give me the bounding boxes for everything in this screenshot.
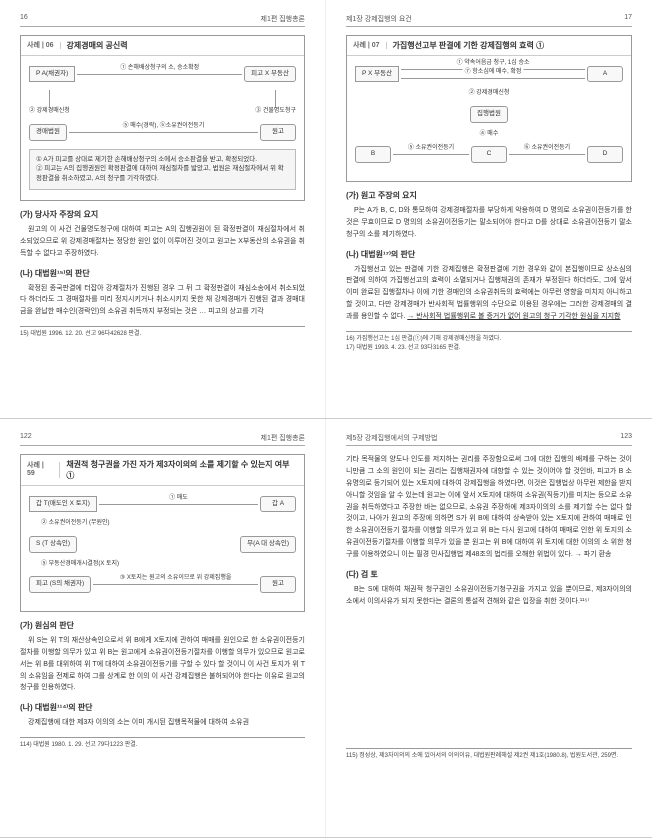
box-b: 갑 A (260, 496, 296, 512)
box-f: 원고 (260, 576, 296, 592)
page-17: 제1장 강제집행의 요건 17 사례 | 07 가집행선고부 판결에 기한 강제… (326, 0, 652, 418)
box-a: 갑 T(매도인 X 토지) (29, 496, 97, 512)
h1: (가) 원심의 판단 (20, 620, 305, 631)
h2: (나) 대법원¹⁵⁾의 판단 (20, 268, 305, 279)
case-title: 사례 | 06 강제경매의 공신력 (21, 36, 304, 56)
chapter: 제5장 강제집행에서의 구제방법 (346, 433, 438, 443)
chapter: 제1편 집행총론 (261, 433, 305, 443)
arrow-4: ④ 매수 (480, 131, 499, 139)
page-header: 제1장 강제집행의 요건 17 (346, 14, 632, 27)
case-num: 사례 | 06 (27, 42, 61, 50)
p1: 원고의 이 사건 건물명도청구에 대하여 피고는 A의 집행권원이 된 확정판결… (20, 224, 305, 260)
arrow-4: ⑤ 매수(경락), ⓑ소유권이전등기 (69, 132, 258, 133)
box-d: 원고 (260, 124, 296, 140)
page-num: 122 (20, 433, 32, 443)
spread-2: 122 제1편 집행총론 사례 | 59 채권적 청구권을 가진 자가 제3자이… (0, 419, 652, 838)
case-box-07: 사례 | 07 가집행선고부 판결에 기한 강제집행의 효력 ① P X 부동산… (346, 35, 632, 182)
arrow-3: ③ 건물명도청구 (255, 108, 296, 116)
box-c: C (471, 146, 507, 162)
chapter: 제1편 집행총론 (261, 14, 305, 24)
page-num: 17 (624, 14, 632, 24)
page-num: 16 (20, 14, 28, 24)
case-box-59: 사례 | 59 채권적 청구권을 가진 자가 제3자이의의 소를 제기할 수 있… (20, 454, 305, 612)
diagram-59: 갑 T(매도인 X 토지) ① 매도 갑 A ② 소유권이전등기 (무원인) S… (21, 486, 304, 611)
p2: 확정된 종국판결에 터잡아 강제절차가 진행된 경우 그 뒤 그 확정판결이 재… (20, 283, 305, 319)
arrow-2: ⑦ 항소심에 매수, 확정 (401, 78, 585, 79)
case-title: 사례 | 59 채권적 청구권을 가진 자가 제3자이의의 소를 제기할 수 있… (21, 455, 304, 486)
box-d: 무(A 대 상속인) (240, 536, 296, 552)
h1: (가) 당사자 주장의 요지 (20, 209, 305, 220)
chapter: 제1장 강제집행의 요건 (346, 14, 412, 24)
note-box: ① A가 피고를 상대로 제기한 손해배상청구의 소에서 승소판결을 받고, 확… (29, 149, 296, 190)
box-b: B (355, 146, 391, 162)
spread-1: 16 제1편 집행총론 사례 | 06 강제경매의 공신력 P A(채권자) ①… (0, 0, 652, 419)
p1: P는 A가 B, C, D와 통모하여 강제경매절차를 부당하게 악용하여 D … (346, 205, 632, 241)
case-box-06: 사례 | 06 강제경매의 공신력 P A(채권자) ① 손해배상청구의 소, … (20, 35, 305, 201)
note-q1: ① A가 피고를 상대로 제기한 손해배상청구의 소에서 승소판결을 받고, 확… (36, 155, 257, 165)
page-16: 16 제1편 집행총론 사례 | 06 강제경매의 공신력 P A(채권자) ①… (0, 0, 326, 418)
box-c: 경매법원 (29, 124, 67, 140)
page-header: 제5장 강제집행에서의 구제방법 123 (346, 433, 632, 446)
diagram-06: P A(채권자) ① 손해배상청구의 소, 승소확정 피고 X 부동산 ② 강제… (21, 56, 304, 200)
case-num: 사례 | 07 (353, 42, 387, 50)
page-header: 122 제1편 집행총론 (20, 433, 305, 446)
box-a: A (587, 66, 623, 82)
footnote: 114) 대법원 1980. 1. 29. 선고 79다1223 판결. (20, 737, 305, 750)
fn1: 16) 가집행선고는 1심 판결(①)에 기해 강제경매신청을 하였다. (346, 335, 632, 344)
p1: 위 S는 위 T의 재산상속인으로서 위 B에게 X토지에 관하여 매매를 원인… (20, 635, 305, 694)
page-122: 122 제1편 집행총론 사례 | 59 채권적 청구권을 가진 자가 제3자이… (0, 419, 326, 837)
arrow-6: ⑥ 소유권이전등기 (509, 154, 585, 155)
note-q2: ② 피고는 A의 집행권원인 확정판결에 대하여 재심절차를 밟았고, 법원은 … (36, 164, 289, 184)
box-court: 집행법원 (470, 106, 508, 122)
arrow-3: ② 강제경매신청 (469, 90, 510, 98)
h1: (가) 원고 주장의 요지 (346, 190, 632, 201)
box-a: P A(채권자) (29, 66, 75, 82)
arrow-5: ⑤ 소유권이전등기 (393, 154, 469, 155)
p2: 강제집행에 대한 제3자 이의의 소는 이미 개시된 집행목적물에 대하여 소유… (20, 717, 305, 729)
footnote: 15) 대법원 1996. 12. 20. 선고 96다42628 판결. (20, 326, 305, 339)
p2b: → 반사회적 법률행위로 볼 증거가 없어 원고의 청구 기각한 원심을 지지함 (407, 313, 620, 320)
vline (49, 90, 50, 108)
box-p: P X 부동산 (355, 66, 399, 82)
case-title-text: 강제경매의 공신력 (67, 40, 128, 51)
p1: 기타 목적물의 양도나 인도를 저지하는 권리를 주장함으로써 그에 대한 집행… (346, 454, 632, 561)
page-num: 123 (620, 433, 632, 443)
box-b: 피고 X 부동산 (244, 66, 296, 82)
box-d: D (587, 146, 623, 162)
h2: (나) 대법원¹⁷⁾의 판단 (346, 249, 632, 260)
arrow-3: ⑤ 부동산경매개시결정(X 토지) (41, 561, 119, 569)
arrow-4: ③ X토지는 원고의 소유이므로 위 강제집행을 (93, 584, 258, 585)
case-title: 사례 | 07 가집행선고부 판결에 기한 강제집행의 효력 ① (347, 36, 631, 56)
footnote: 16) 가집행선고는 1심 판결(①)에 기해 강제경매신청을 하였다. 17)… (346, 331, 632, 353)
p2a: 가집행선고 있는 판결에 기한 강제집행은 확정판결에 기한 경우와 같이 본집… (346, 264, 632, 323)
p2: B는 S에 대하여 채권적 청구권인 소유권이전등기청구권을 가지고 있을 뿐이… (346, 584, 632, 608)
case-title-text: 가집행선고부 판결에 기한 강제집행의 효력 ① (393, 40, 545, 51)
page-header: 16 제1편 집행총론 (20, 14, 305, 27)
h1: (다) 검 토 (346, 569, 632, 580)
page-123: 제5장 강제집행에서의 구제방법 123 기타 목적물의 양도나 인도를 저지하… (326, 419, 652, 837)
box-e: 피고 (S의 채권자) (29, 576, 91, 592)
sub1: ② 소유권이전등기 (무원인) (41, 520, 110, 528)
arrow-2: ② 강제경매신청 (29, 108, 70, 116)
fn2: 17) 대법원 1993. 4. 23. 선고 93다3165 판결. (346, 344, 632, 353)
arrow-1: ① 매도 (99, 504, 258, 505)
case-title-text: 채권적 청구권을 가진 자가 제3자이의의 소를 제기할 수 있는지 여부 ① (66, 459, 298, 481)
footnote: 115) 정성상, 제3자이의의 소에 있어서의 이의이유, 대법원판례해설 제… (346, 748, 632, 761)
diagram-07: P X 부동산 ① 약속어음금 청구, 1심 승소 ⑦ 항소심에 매수, 확정 … (347, 56, 631, 181)
box-c: S (T 상속인) (29, 536, 77, 552)
arrow-1: ① 손해배상청구의 소, 승소확정 (77, 74, 242, 75)
case-num: 사례 | 59 (27, 462, 60, 477)
h2: (나) 대법원¹¹⁴⁾의 판단 (20, 702, 305, 713)
